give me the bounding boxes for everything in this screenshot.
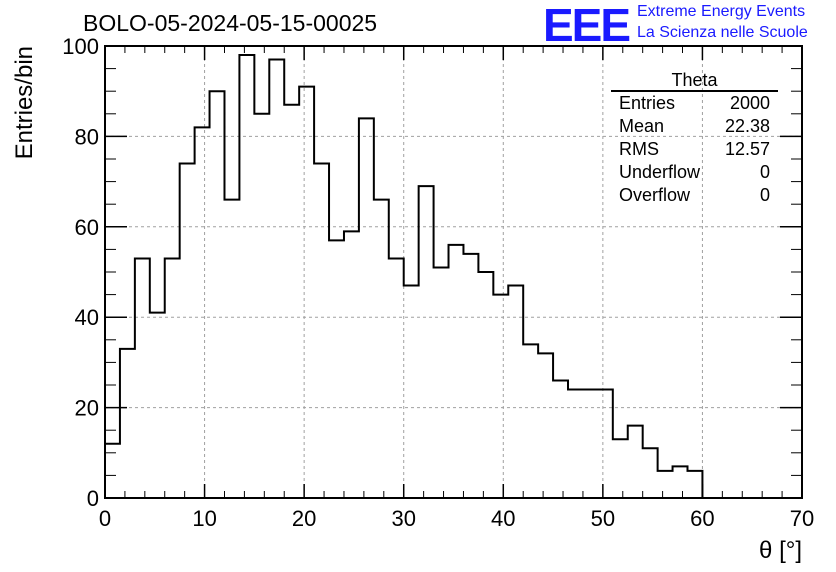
eee-logo: EEE — [543, 0, 631, 51]
x-tick-label: 10 — [192, 506, 216, 531]
y-tick-label: 60 — [75, 215, 99, 240]
tick-labels: 0 10 20 30 40 50 60 70 0 20 40 60 80 100 — [62, 34, 814, 531]
chart-title: BOLO-05-2024-05-15-00025 — [83, 10, 378, 36]
logo-line-1: Extreme Energy Events — [637, 3, 806, 20]
x-tick-label: 70 — [790, 506, 814, 531]
stats-value: 2000 — [729, 93, 770, 113]
stats-value: 22.38 — [724, 116, 770, 136]
stats-value: 0 — [759, 185, 770, 205]
histogram-series — [104, 54, 704, 498]
stats-row: Underflow 0 — [611, 161, 778, 184]
y-tick-label: 0 — [87, 486, 99, 511]
grid-lines — [105, 46, 802, 498]
x-axis-label: θ [°] — [759, 537, 802, 564]
axis-ticks — [104, 45, 803, 499]
x-tick-label: 60 — [690, 506, 714, 531]
y-tick-label: 100 — [62, 34, 99, 59]
x-tick-label: 40 — [491, 506, 515, 531]
stats-label: Underflow — [619, 162, 701, 182]
stats-label: Overflow — [619, 185, 691, 205]
stats-value: 0 — [759, 162, 770, 182]
x-tick-label: 20 — [292, 506, 316, 531]
y-tick-label: 80 — [75, 124, 99, 149]
x-tick-label: 0 — [99, 506, 111, 531]
x-tick-label: 50 — [591, 506, 615, 531]
stats-label: Entries — [619, 93, 676, 113]
y-axis-label: Entries/bin — [11, 46, 38, 159]
stats-label: Mean — [619, 116, 665, 136]
plot-frame — [104, 45, 803, 499]
stats-row: Mean 22.38 — [611, 115, 778, 138]
stats-row: Overflow 0 — [611, 184, 778, 207]
stats-row: RMS 12.57 — [611, 138, 778, 161]
stats-row: Entries 2000 — [611, 92, 778, 115]
stats-title: Theta — [611, 70, 778, 92]
x-tick-label: 30 — [391, 506, 415, 531]
logo-line-2: La Scienza nelle Scuole — [637, 24, 808, 41]
y-tick-label: 40 — [75, 305, 99, 330]
stats-value: 12.57 — [724, 139, 770, 159]
stats-box: Theta Entries 2000 Mean 22.38 RMS 12.57 Und… — [611, 70, 778, 207]
stats-label: RMS — [619, 139, 659, 159]
y-tick-label: 20 — [75, 396, 99, 421]
